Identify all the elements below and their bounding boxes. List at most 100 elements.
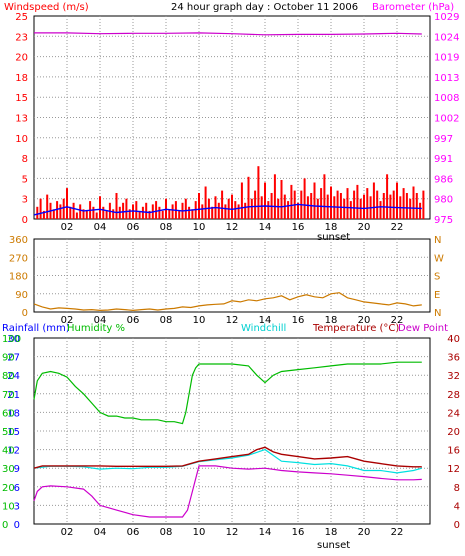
windspeed-bar	[320, 188, 323, 219]
x-tick-label: 12	[226, 315, 239, 326]
x-tick-label: 04	[94, 222, 107, 233]
rainfall-tick-labels: 0 3 6 9 12 15 18 21 24 27 30	[7, 334, 20, 531]
y-tick-label: 1024	[434, 32, 459, 43]
windspeed-bar	[62, 198, 65, 219]
windchill-axis-title: Windchill	[241, 323, 286, 334]
windspeed-bar	[396, 182, 398, 219]
y-tick-label: 27	[7, 353, 20, 364]
x-tick-label: 16	[292, 527, 305, 538]
windspeed-bar	[412, 186, 415, 219]
y-tick-label: 80	[2, 371, 15, 382]
y-tick-label: 18	[7, 408, 20, 419]
windspeed-bar	[353, 190, 356, 219]
y-tick-label: 20	[15, 53, 28, 64]
x-tick-label: 06	[127, 222, 140, 233]
direction-x-tick-labels: 02 04 06 08 10 12 14 16 18 20 22	[61, 315, 404, 326]
windspeed-bar	[79, 204, 82, 219]
windspeed-bar	[46, 194, 49, 219]
windspeed-bar	[221, 190, 224, 219]
x-tick-label: 20	[358, 222, 371, 233]
windspeed-bar	[316, 198, 319, 219]
windspeed-bar	[254, 190, 257, 219]
temperature-tick-labels: 0 4 8 12 16 20 24 28 32 36 40	[447, 334, 460, 531]
windspeed-bar	[148, 210, 151, 219]
windspeed-bar	[415, 193, 418, 219]
windspeed-bar	[244, 202, 247, 219]
windspeed-bar	[102, 206, 105, 219]
x-tick-label: 04	[94, 527, 107, 538]
windspeed-bars	[36, 166, 425, 219]
windspeed-bar	[267, 201, 270, 219]
y-tick-label: W	[434, 253, 444, 264]
wind-x-tick-labels: 02 04 06 08 10 12 14 16 18 20 22	[61, 222, 404, 233]
windspeed-bar	[405, 193, 408, 219]
temperature-line	[33, 446, 422, 469]
windspeed-bar	[330, 186, 332, 219]
windspeed-bar	[161, 210, 164, 219]
y-tick-label: 3	[14, 501, 20, 512]
wind-grid	[34, 16, 430, 219]
windspeed-bar	[306, 196, 309, 219]
y-tick-label: 50	[2, 427, 15, 438]
temp-x-tick-labels: 02 04 06 08 10 12 14 16 18 20 22	[61, 527, 404, 538]
x-tick-label: 10	[193, 315, 206, 326]
windspeed-bar	[349, 201, 352, 219]
windspeed-bar	[356, 184, 359, 219]
windspeed-bar	[376, 190, 379, 219]
direction-lines	[33, 292, 422, 312]
rainfall-axis-title: Rainfall (mm)	[2, 323, 70, 334]
windspeed-bar	[313, 182, 316, 219]
y-tick-label: 1013	[434, 73, 459, 84]
windspeed-bar	[257, 166, 260, 219]
direction-tick-labels: 0 90 180 270 360	[9, 235, 28, 319]
y-tick-label: 30	[7, 334, 20, 345]
y-tick-label: 16	[447, 446, 460, 457]
temp-grid	[34, 338, 430, 524]
y-tick-label: 23	[15, 32, 28, 43]
chart-title: 24 hour graph day : October 11 2006	[171, 2, 358, 13]
windspeed-bar	[382, 193, 385, 219]
y-tick-label: 100	[2, 334, 21, 345]
y-tick-label: 70	[2, 390, 15, 401]
y-tick-label: 36	[447, 353, 460, 364]
x-tick-label: 08	[160, 527, 173, 538]
windspeed-bar	[231, 194, 233, 219]
x-tick-label: 02	[61, 222, 74, 233]
y-tick-label: 8	[22, 154, 28, 165]
windspeed-bar	[168, 209, 171, 219]
windspeed-bar	[234, 201, 237, 219]
y-tick-label: 986	[434, 174, 453, 185]
windspeed-bar	[184, 198, 187, 219]
windspeed-bar	[419, 202, 422, 219]
x-tick-label: 14	[259, 527, 272, 538]
y-tick-label: 1002	[434, 114, 459, 125]
x-tick-label: 18	[325, 315, 338, 326]
y-tick-label: 9	[14, 464, 20, 475]
y-tick-label: 21	[7, 390, 20, 401]
windspeed-bar	[198, 193, 200, 219]
x-tick-label: 16	[292, 222, 305, 233]
windspeed-bar	[85, 210, 88, 219]
windspeed-bar	[171, 204, 174, 219]
y-tick-label: 980	[434, 195, 453, 206]
wind-lines	[33, 32, 422, 216]
y-tick-label: 32	[447, 371, 460, 382]
x-tick-label: 14	[259, 222, 272, 233]
y-tick-label: 20	[447, 427, 460, 438]
y-tick-label: 991	[434, 154, 453, 165]
y-tick-label: 10	[2, 501, 15, 512]
x-tick-label: 22	[391, 527, 404, 538]
windspeed-bar	[303, 178, 306, 219]
x-tick-label: 04	[94, 315, 107, 326]
windspeed-bar	[155, 201, 158, 219]
average-windspeed-line	[33, 203, 422, 216]
windspeed-bar	[125, 198, 128, 219]
x-tick-label: 10	[193, 222, 206, 233]
x-tick-label: 22	[391, 315, 404, 326]
windspeed-bar	[135, 201, 138, 219]
windspeed-bar	[250, 198, 253, 219]
windspeed-bar	[237, 204, 240, 219]
y-tick-label: 20	[2, 483, 15, 494]
